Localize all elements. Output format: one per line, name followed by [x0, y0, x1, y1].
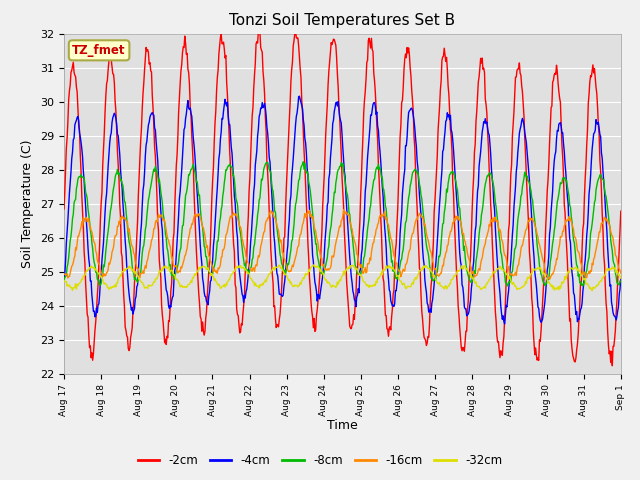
- Title: Tonzi Soil Temperatures Set B: Tonzi Soil Temperatures Set B: [229, 13, 456, 28]
- Text: TZ_fmet: TZ_fmet: [72, 44, 126, 57]
- Legend: -2cm, -4cm, -8cm, -16cm, -32cm: -2cm, -4cm, -8cm, -16cm, -32cm: [133, 449, 507, 472]
- X-axis label: Time: Time: [327, 419, 358, 432]
- Y-axis label: Soil Temperature (C): Soil Temperature (C): [22, 140, 35, 268]
